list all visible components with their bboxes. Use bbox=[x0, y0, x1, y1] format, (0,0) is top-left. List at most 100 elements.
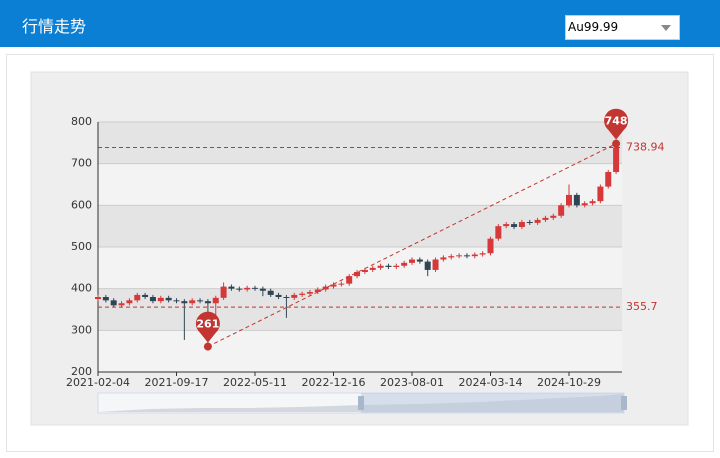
candle-body bbox=[110, 300, 117, 306]
candle-body bbox=[393, 265, 400, 267]
candle-body bbox=[409, 259, 415, 263]
split-area bbox=[98, 288, 622, 331]
candle-body bbox=[566, 194, 572, 206]
candle-body bbox=[456, 255, 463, 257]
candle-body bbox=[416, 259, 423, 262]
candle-body bbox=[440, 257, 447, 260]
trend-line bbox=[207, 143, 617, 348]
select-arrow bbox=[661, 25, 671, 31]
candle-body bbox=[283, 297, 290, 298]
candle-body bbox=[503, 224, 510, 227]
x-tick-label: 2021-09-17 bbox=[145, 376, 209, 389]
split-area bbox=[98, 163, 622, 206]
candle-body bbox=[157, 297, 164, 302]
candle-body bbox=[573, 194, 580, 206]
candle-body bbox=[346, 276, 353, 284]
candle-body bbox=[291, 294, 298, 298]
x-tick-label: 2022-05-11 bbox=[223, 376, 287, 389]
split-area bbox=[98, 205, 622, 247]
candle-body bbox=[330, 284, 337, 287]
candle-body bbox=[377, 265, 384, 268]
candle-body bbox=[299, 293, 306, 295]
candle-body bbox=[479, 253, 486, 255]
x-tick-label: 2024-10-29 bbox=[537, 376, 601, 389]
y-tick-label: 800 bbox=[71, 115, 92, 128]
candle-body bbox=[204, 301, 211, 304]
mark-line-label: 355.7 bbox=[626, 300, 658, 313]
candle-body bbox=[220, 286, 227, 298]
candle-body bbox=[134, 294, 141, 301]
x-tick-label: 2024-03-14 bbox=[459, 376, 523, 389]
y-tick-label: 400 bbox=[71, 282, 92, 295]
y-tick-label: 600 bbox=[71, 198, 92, 211]
candle-body bbox=[495, 226, 502, 239]
candle-body bbox=[212, 297, 219, 304]
candle-body bbox=[126, 300, 133, 304]
candle-body bbox=[448, 256, 455, 258]
candle-body bbox=[518, 222, 525, 227]
card bbox=[6, 54, 714, 452]
split-area bbox=[98, 247, 622, 289]
y-tick-label: 300 bbox=[71, 323, 92, 336]
candle-body bbox=[259, 288, 266, 291]
mark-point-pin bbox=[604, 108, 629, 140]
candle-body bbox=[338, 283, 345, 285]
candle-body bbox=[267, 290, 274, 295]
zoom-handle[interactable] bbox=[621, 396, 627, 410]
candle-body bbox=[118, 303, 125, 306]
x-tick-label: 2022-12-16 bbox=[302, 376, 366, 389]
candle-body bbox=[244, 287, 251, 290]
candle-body bbox=[581, 203, 588, 206]
split-area bbox=[98, 122, 622, 164]
mark-point-label: 261 bbox=[196, 318, 219, 331]
candle-body bbox=[613, 147, 620, 172]
candle-body bbox=[589, 201, 596, 204]
candle-body bbox=[558, 205, 565, 216]
candle-body bbox=[314, 289, 321, 292]
candle-body bbox=[322, 286, 329, 290]
mark-point-dot bbox=[203, 342, 212, 351]
x-tick-label: 2021-02-04 bbox=[66, 376, 130, 389]
header-title: 行情走势 bbox=[22, 17, 87, 36]
mark-point-dot bbox=[612, 139, 621, 148]
candle-body bbox=[432, 259, 439, 270]
candle-body bbox=[463, 255, 470, 257]
candle-body bbox=[511, 224, 518, 227]
select-value: Au99.99 bbox=[568, 20, 619, 34]
candle-body bbox=[197, 300, 204, 302]
candle-body bbox=[534, 219, 541, 223]
candle-body bbox=[542, 217, 549, 220]
candle-body bbox=[401, 262, 408, 266]
candle-body bbox=[526, 222, 533, 223]
candle-body bbox=[361, 269, 368, 272]
candle-body bbox=[165, 297, 172, 301]
candle-body bbox=[142, 294, 149, 297]
candle-body bbox=[605, 172, 612, 187]
candle-body bbox=[369, 267, 376, 270]
header-bar: 行情走势 Au99.99 bbox=[0, 0, 720, 47]
candle-body bbox=[487, 238, 494, 254]
y-tick-label: 500 bbox=[71, 240, 92, 253]
candle-body bbox=[275, 294, 282, 297]
zoom-window[interactable] bbox=[361, 393, 624, 413]
candle-body bbox=[424, 261, 431, 270]
symbol-select[interactable]: Au99.99 bbox=[565, 15, 680, 40]
x-tick-label: 2023-08-01 bbox=[380, 376, 444, 389]
candle-body bbox=[181, 301, 188, 304]
y-tick-label: 200 bbox=[71, 365, 92, 378]
data-zoom[interactable] bbox=[97, 392, 627, 414]
candle-body bbox=[236, 288, 243, 290]
candle-body bbox=[385, 265, 392, 267]
candle-body bbox=[189, 300, 196, 304]
candle-body bbox=[173, 300, 180, 302]
candle-body bbox=[597, 186, 604, 202]
mark-point-pin bbox=[195, 311, 220, 343]
split-area bbox=[98, 330, 622, 372]
candle-body bbox=[228, 286, 235, 289]
zoom-handle[interactable] bbox=[358, 396, 364, 410]
candle-body bbox=[471, 254, 478, 257]
candle-body bbox=[306, 292, 313, 294]
candle-body bbox=[550, 215, 557, 218]
